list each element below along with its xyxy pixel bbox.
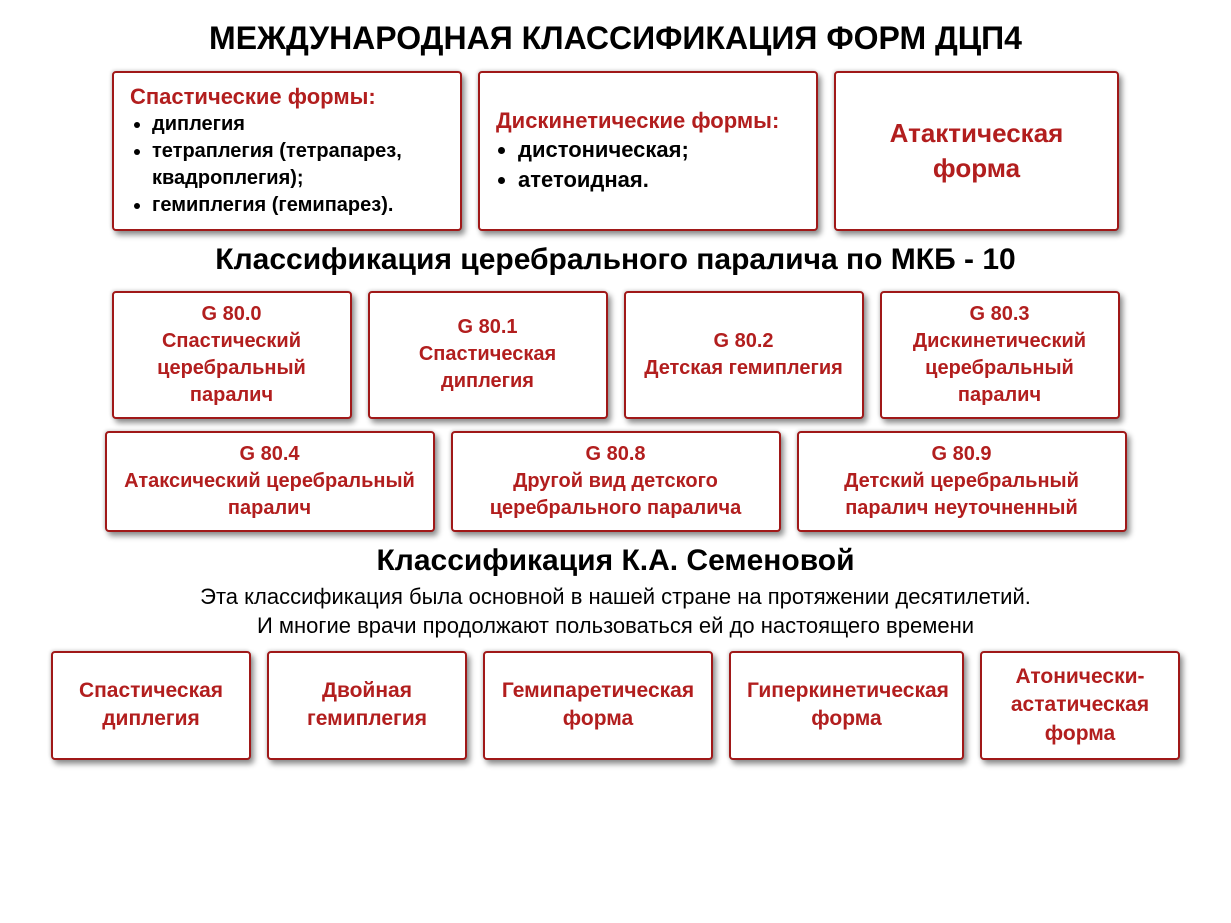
section2-row1: G 80.0Спастический церебральный параличG… <box>40 291 1191 419</box>
forms-card-item: диплегия <box>152 111 444 138</box>
icd-code: G 80.0 <box>124 301 340 328</box>
semenova-card: Гиперкинетическая форма <box>729 651 964 760</box>
forms-card: Спастические формы:диплегиятетраплегия (… <box>112 71 462 231</box>
icd-card: G 80.1Спастическая диплегия <box>368 291 608 419</box>
icd-code: G 80.4 <box>117 441 423 468</box>
section3-title: Классификация К.А. Семеновой <box>40 544 1191 578</box>
semenova-card-label: Гемипаретическая форма <box>501 677 695 734</box>
icd-label: Спастическая диплегия <box>380 341 596 395</box>
semenova-card-label: Атонически-астатическая форма <box>998 663 1162 748</box>
icd-code: G 80.2 <box>636 328 852 355</box>
forms-card-heading: Атактическая форма <box>852 116 1101 186</box>
icd-code: G 80.8 <box>463 441 769 468</box>
forms-card-item: атетоидная. <box>518 165 800 195</box>
forms-card-heading: Дискинетические формы: <box>496 107 800 135</box>
icd-label: Атаксический церебральный паралич <box>117 468 423 522</box>
semenova-card-label: Спастическая диплегия <box>69 677 233 734</box>
section3-subtitle-2: И многие врачи продолжают пользоваться е… <box>40 611 1191 641</box>
section2-row2: G 80.4Атаксический церебральный параличG… <box>40 431 1191 532</box>
icd-code: G 80.3 <box>892 301 1108 328</box>
forms-card: Дискинетические формы:дистоническая;атет… <box>478 71 818 231</box>
section3-header: Классификация К.А. Семеновой Эта классиф… <box>40 544 1191 641</box>
icd-label: Дискинетический церебральный паралич <box>892 328 1108 409</box>
semenova-card: Спастическая диплегия <box>51 651 251 760</box>
icd-card: G 80.9Детский церебральный паралич неуто… <box>797 431 1127 532</box>
icd-card: G 80.4Атаксический церебральный паралич <box>105 431 435 532</box>
icd-label: Детская гемиплегия <box>636 355 852 382</box>
semenova-card: Атонически-астатическая форма <box>980 651 1180 760</box>
icd-card: G 80.2Детская гемиплегия <box>624 291 864 419</box>
forms-card-item: дистоническая; <box>518 135 800 165</box>
section3-subtitle-1: Эта классификация была основной в нашей … <box>40 582 1191 612</box>
icd-card: G 80.3Дискинетический церебральный парал… <box>880 291 1120 419</box>
semenova-card: Гемипаретическая форма <box>483 651 713 760</box>
section2-title: Классификация церебрального паралича по … <box>40 243 1191 277</box>
section1-row: Спастические формы:диплегиятетраплегия (… <box>40 71 1191 231</box>
forms-card-list: дистоническая;атетоидная. <box>496 135 800 194</box>
icd-code: G 80.9 <box>809 441 1115 468</box>
icd-card: G 80.8Другой вид детского церебрального … <box>451 431 781 532</box>
icd-label: Детский церебральный паралич неуточненны… <box>809 468 1115 522</box>
forms-card-item: гемиплегия (гемипарез). <box>152 192 444 219</box>
icd-card: G 80.0Спастический церебральный паралич <box>112 291 352 419</box>
icd-label: Спастический церебральный паралич <box>124 328 340 409</box>
semenova-card-label: Гиперкинетическая форма <box>747 677 946 734</box>
icd-label: Другой вид детского церебрального парали… <box>463 468 769 522</box>
section3-row: Спастическая диплегия Двойная гемиплегия Г… <box>40 651 1191 760</box>
forms-card-list: диплегиятетраплегия (тетрапарез, квадроп… <box>130 111 444 219</box>
forms-card-item: тетраплегия (тетрапарез, квадроплегия); <box>152 138 444 192</box>
forms-card: Атактическая форма <box>834 71 1119 231</box>
semenova-card-label: Двойная гемиплегия <box>285 677 449 734</box>
icd-code: G 80.1 <box>380 314 596 341</box>
forms-card-heading: Спастические формы: <box>130 83 444 111</box>
semenova-card: Двойная гемиплегия <box>267 651 467 760</box>
section1-title: МЕЖДУНАРОДНАЯ КЛАССИФИКАЦИЯ ФОРМ ДЦП4 <box>40 20 1191 57</box>
